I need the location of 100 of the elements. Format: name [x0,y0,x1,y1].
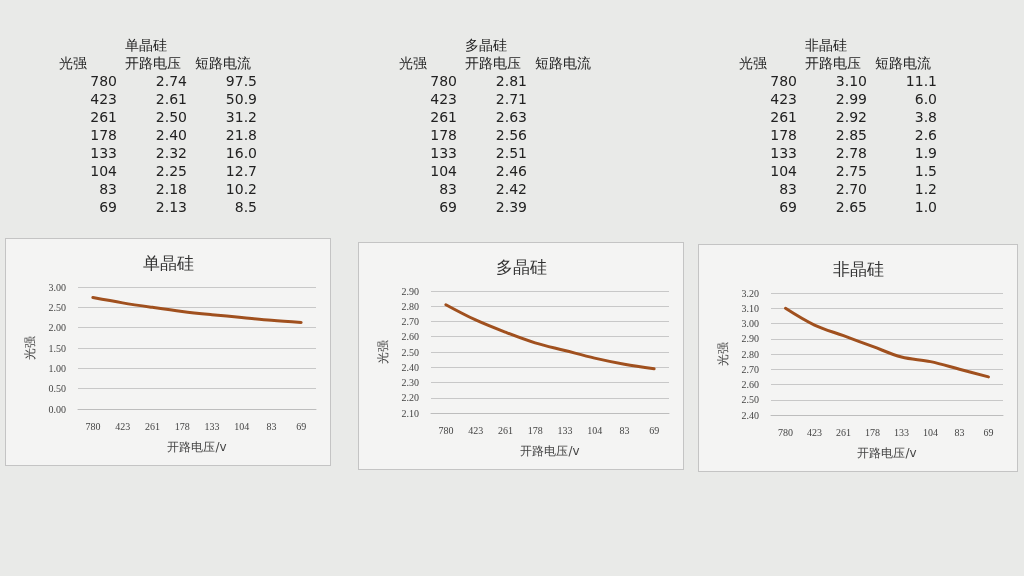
category-label: 104 [429,162,458,180]
data-label: 2.75 [834,162,868,180]
y-tick-label: 2.90 [741,333,759,345]
y-tick-label: 2.70 [401,316,419,327]
data-label: 97.5 [224,72,258,90]
text: 开路电压 [464,54,522,72]
text: 光强 [398,54,428,72]
data-label: 31.2 [224,108,258,126]
data-label: 2.81 [494,72,528,90]
y-tick-label: 2.60 [401,331,419,343]
y-axis-title: 光强 [376,340,390,364]
y-axis-title: 光强 [23,336,37,360]
y-tick-label: 2.90 [401,285,419,297]
data-label: 11.1 [904,72,938,90]
x-axis-title: 开路电压/v [167,440,227,454]
x-tick-label: 69 [296,420,307,432]
chart-title: 单晶硅 [142,252,194,273]
category-label: 69 [438,198,458,216]
x-tick-label: 780 [778,426,793,438]
data-label: 2.99 [834,90,868,108]
text: 光强 [58,54,88,72]
x-axis-title: 开路电压/v [520,444,580,458]
y-tick-label: 2.80 [401,300,419,312]
data-label: 1.9 [913,144,938,162]
data-label: 2.25 [154,162,188,180]
y-tick-label: 0.50 [48,383,66,395]
text: 开路电压 [804,54,862,72]
data-label: 2.92 [834,108,868,126]
y-tick-label: 2.50 [48,301,66,313]
x-tick-label: 178 [527,424,543,436]
text: 非晶硅 [804,36,848,54]
x-tick-label: 423 [468,424,484,436]
x-tick-label: 104 [587,424,603,436]
x-tick-label: 133 [557,424,573,436]
category-label: 423 [89,90,118,108]
data-label: 2.70 [834,180,868,198]
data-label: 2.85 [834,126,868,144]
data-label: 2.65 [834,198,868,216]
text: 短路电流 [874,54,932,72]
y-tick-label: 2.50 [741,394,759,406]
x-tick-label: 83 [954,426,965,438]
x-tick-label: 83 [619,424,630,436]
category-label: 83 [438,180,458,198]
data-label: 2.6 [913,126,938,144]
y-tick-label: 1.00 [48,362,66,374]
text: 多晶硅 [464,36,508,54]
y-tick-label: 2.40 [741,409,759,421]
line-series [91,296,303,324]
category-label: 133 [89,144,118,162]
data-label: 1.0 [913,198,938,216]
data-label: 2.71 [494,90,528,108]
x-tick-label: 83 [266,420,277,432]
data-label: 2.78 [834,144,868,162]
y-tick-label: 1.50 [48,342,66,354]
y-tick-label: 2.40 [401,361,419,373]
data-label: 2.18 [154,180,188,198]
text: 短路电流 [194,54,252,72]
y-tick-label: 2.20 [401,392,419,404]
x-tick-label: 261 [144,420,160,432]
x-tick-label: 69 [983,426,994,438]
text: 开路电压 [124,54,182,72]
data-label: 6.0 [913,90,938,108]
category-label: 133 [769,144,798,162]
x-tick-label: 261 [497,424,513,436]
data-label: 21.8 [224,126,258,144]
data-label: 2.50 [154,108,188,126]
data-label: 16.0 [224,144,258,162]
category-label: 178 [429,126,458,144]
category-label: 104 [89,162,118,180]
chart-title: 多晶硅 [495,256,547,277]
line-series [784,306,990,379]
y-tick-label: 2.60 [741,379,759,390]
category-label: 423 [429,90,458,108]
x-tick-label: 780 [85,420,101,432]
x-tick-label: 178 [174,420,190,432]
x-tick-label: 104 [923,426,938,438]
category-label: 83 [778,180,798,198]
data-label: 2.40 [154,126,188,144]
x-tick-label: 104 [234,420,250,432]
data-label: 2.32 [154,144,188,162]
x-tick-label: 133 [204,420,220,432]
y-tick-label: 0.00 [48,403,66,415]
data-label: 2.63 [494,108,528,126]
y-tick-label: 3.00 [741,318,759,329]
category-label: 104 [769,162,798,180]
data-label: 2.39 [494,198,528,216]
data-label: 2.56 [494,126,528,144]
category-label: 69 [98,198,118,216]
x-tick-label: 69 [649,424,660,436]
text: 短路电流 [534,54,592,72]
x-tick-label: 261 [836,426,851,438]
category-label: 261 [89,108,118,126]
text: 单晶硅 [124,36,168,54]
data-label: 12.7 [224,162,258,180]
x-tick-label: 780 [438,424,454,436]
data-label: 3.10 [834,72,868,90]
chart-title: 非晶硅 [832,258,884,279]
y-tick-label: 2.00 [48,322,66,334]
y-axis-title: 光强 [716,342,730,366]
x-axis-title: 开路电压/v [857,446,917,460]
